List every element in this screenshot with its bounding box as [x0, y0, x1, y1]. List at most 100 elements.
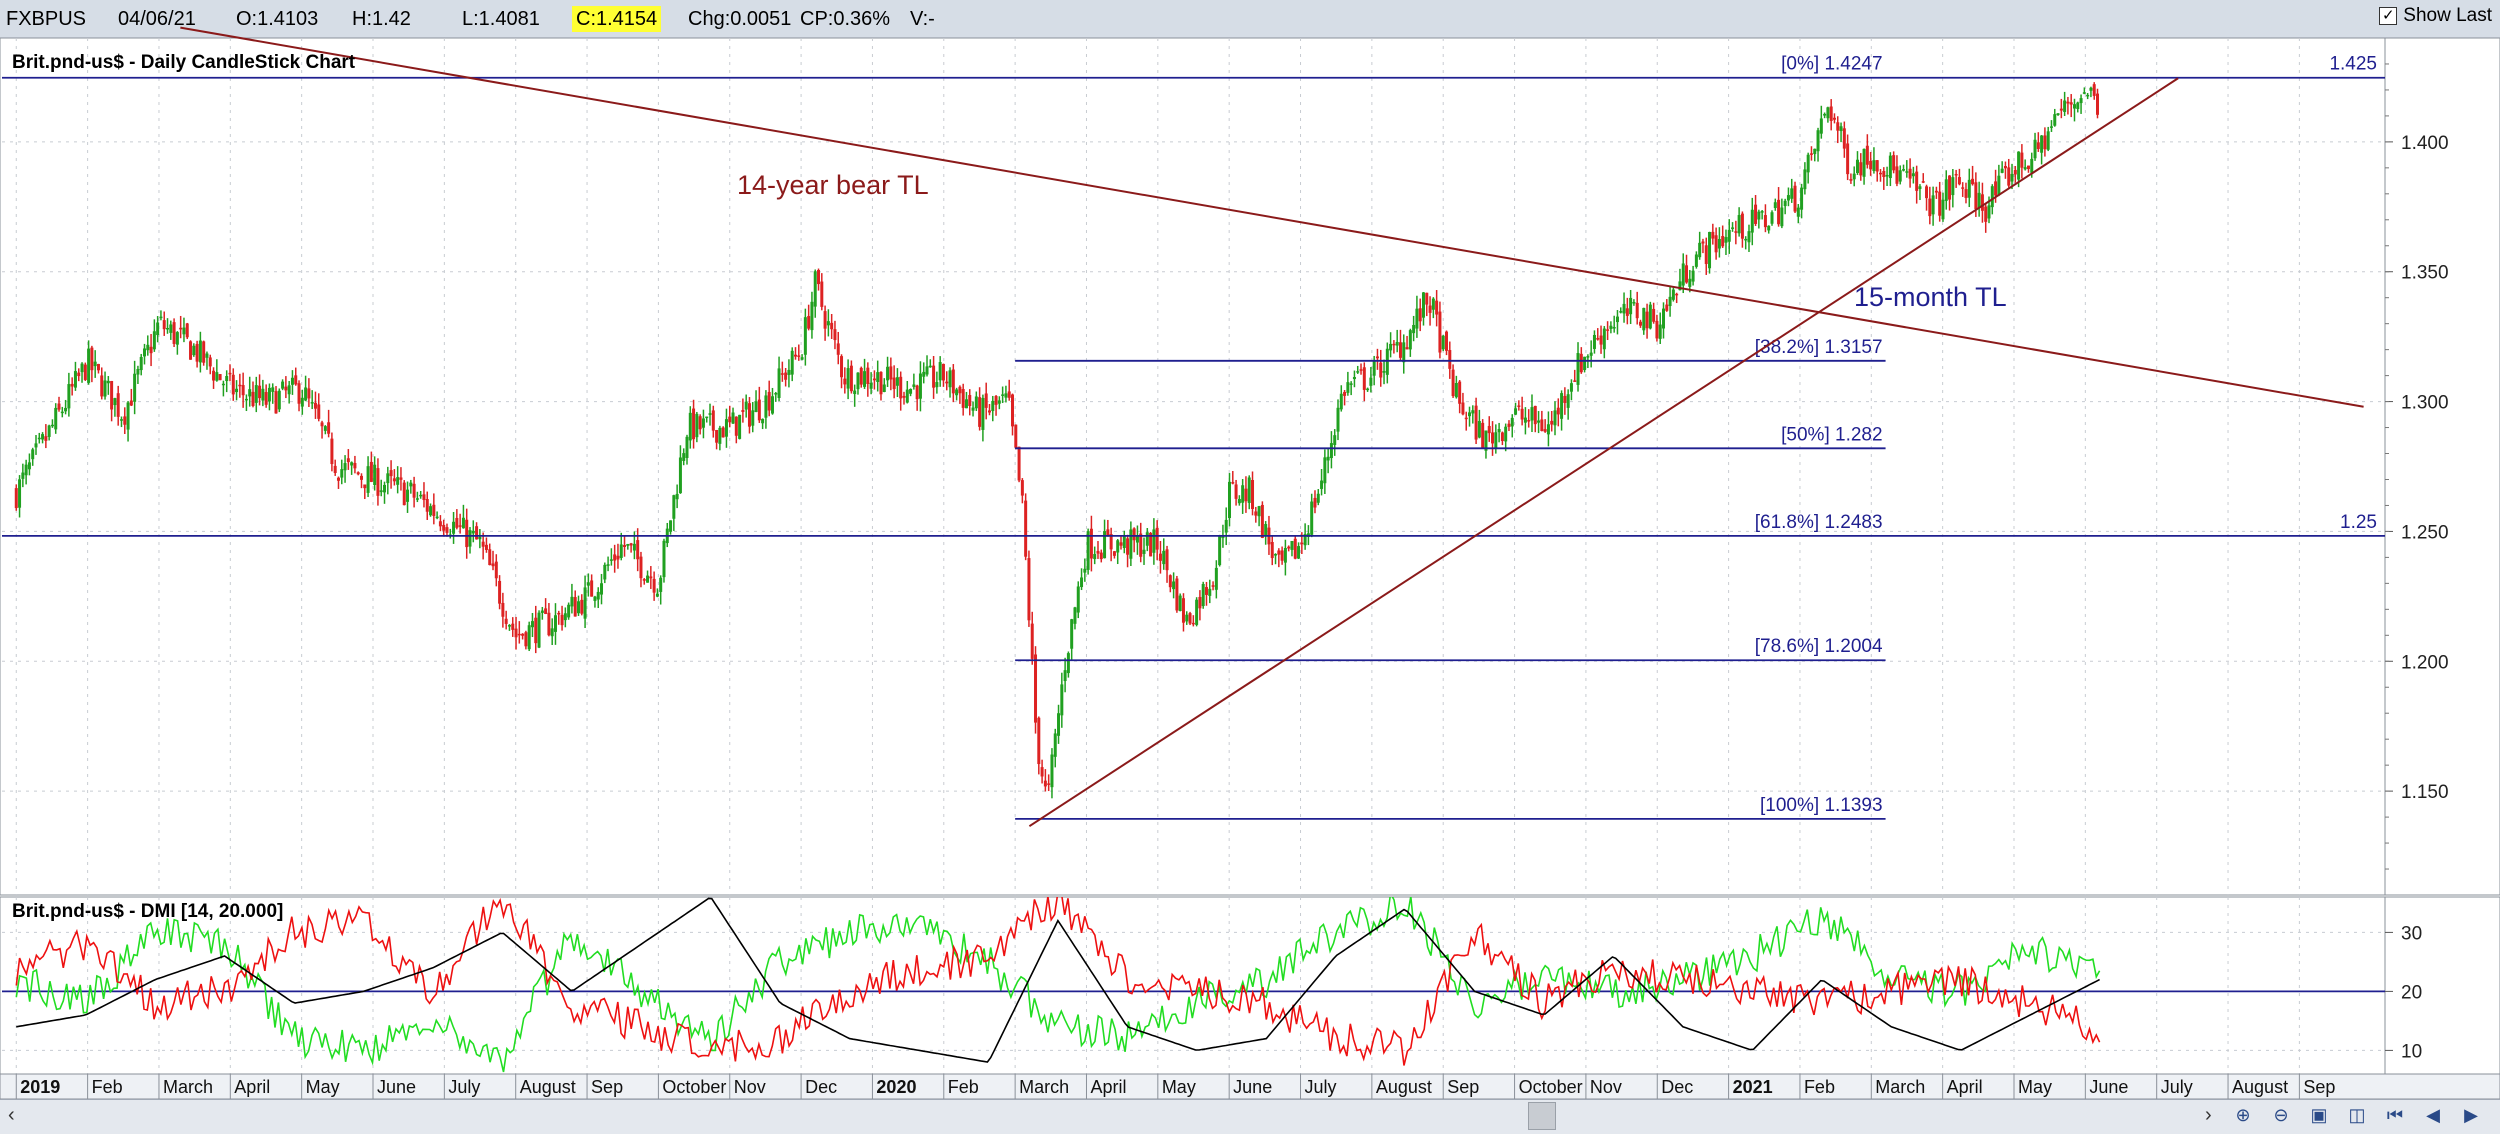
up-candle	[1385, 348, 1389, 375]
down-candle	[521, 633, 525, 636]
date-tick-label: Feb	[1804, 1077, 1835, 1097]
up-candle	[912, 384, 916, 387]
down-candle	[1563, 395, 1567, 403]
down-candle	[1596, 338, 1600, 340]
down-candle	[425, 499, 429, 512]
dmi-tick-label: 30	[2401, 923, 2422, 944]
up-candle	[1076, 586, 1080, 613]
down-candle	[1487, 425, 1491, 434]
up-candle	[688, 412, 692, 441]
price-tick-label: 1.150	[2401, 782, 2449, 803]
down-candle	[297, 383, 301, 404]
up-candle	[1066, 653, 1070, 674]
zoom-in-icon[interactable]: ⊕	[2235, 1105, 2251, 1125]
down-candle	[458, 525, 462, 527]
down-candle	[1277, 550, 1281, 555]
up-candle	[754, 401, 758, 413]
up-candle	[1826, 107, 1830, 119]
go-first-icon[interactable]: ⏮	[2386, 1105, 2404, 1125]
down-candle	[189, 341, 193, 360]
up-candle	[1468, 412, 1472, 417]
show-last-toggle[interactable]: ✓ Show Last	[2379, 5, 2492, 27]
down-candle	[1451, 369, 1455, 397]
down-candle	[1024, 500, 1028, 557]
up-candle	[1951, 177, 1955, 196]
up-candle	[1750, 209, 1754, 233]
down-candle	[820, 281, 824, 307]
up-candle	[192, 345, 196, 356]
scroll-right-icon[interactable]: ›	[2205, 1104, 2212, 1126]
down-candle	[1362, 367, 1366, 390]
fib-level-label: [100%] 1.1393	[1760, 795, 1883, 816]
down-candle	[623, 545, 627, 547]
down-candle	[573, 597, 577, 617]
down-candle	[455, 517, 459, 528]
down-candle	[2036, 142, 2040, 149]
down-candle	[721, 427, 725, 438]
step-forward-icon[interactable]: ▶	[2464, 1105, 2478, 1125]
up-candle	[166, 327, 170, 330]
down-candle	[1540, 419, 1544, 431]
checkbox-icon[interactable]: ✓	[2379, 7, 2398, 25]
down-candle	[1398, 342, 1402, 358]
chart-canvas[interactable]: 1.150 1.200 1.250 1.300 1.350 1.400 [0%] 1.424…	[0, 0, 2500, 1099]
up-candle	[672, 495, 676, 519]
down-candle	[363, 484, 367, 489]
down-candle	[1832, 117, 1836, 120]
down-candle	[1527, 420, 1531, 422]
down-candle	[833, 329, 837, 341]
down-candle	[879, 371, 883, 395]
up-candle	[1583, 356, 1587, 371]
up-candle	[267, 387, 271, 402]
up-candle	[882, 384, 886, 393]
down-candle	[1869, 160, 1873, 170]
date-tick-label: Sep	[1447, 1077, 1479, 1097]
down-candle	[445, 527, 449, 533]
up-candle	[175, 332, 179, 345]
up-candle	[1162, 550, 1166, 565]
up-candle	[606, 564, 610, 566]
volume-label: V:-	[910, 8, 935, 30]
up-candle	[1615, 316, 1619, 323]
up-candle	[777, 368, 781, 398]
down-candle	[941, 363, 945, 381]
up-candle	[1918, 186, 1922, 190]
up-candle	[1274, 554, 1278, 556]
down-candle	[123, 416, 127, 425]
up-candle	[1290, 540, 1294, 550]
down-candle	[1846, 143, 1850, 175]
down-candle	[1280, 550, 1284, 561]
down-candle	[1343, 391, 1347, 396]
up-candle	[731, 412, 735, 424]
up-candle	[1221, 536, 1225, 539]
down-candle	[1047, 783, 1051, 785]
up-candle	[47, 425, 51, 437]
up-candle	[774, 393, 778, 395]
scroll-left-icon[interactable]: ‹	[8, 1104, 15, 1126]
up-candle	[1395, 341, 1399, 346]
step-back-icon[interactable]: ◀	[2426, 1105, 2440, 1125]
down-candle	[212, 370, 216, 381]
down-candle	[392, 478, 396, 482]
scrollbar[interactable]	[0, 1099, 2500, 1134]
scroll-thumb[interactable]	[1528, 1102, 1556, 1130]
chart-settings-icon[interactable]: ▣	[2310, 1105, 2328, 1125]
up-candle	[277, 390, 281, 410]
down-candle	[129, 400, 133, 406]
down-candle	[44, 436, 48, 441]
up-candle	[810, 301, 814, 331]
zoom-out-icon[interactable]: ⊖	[2273, 1105, 2289, 1125]
down-candle	[1754, 204, 1758, 224]
up-candle	[2089, 87, 2093, 91]
up-candle	[1757, 211, 1761, 220]
up-candle	[1329, 443, 1333, 459]
split-view-icon[interactable]: ◫	[2348, 1105, 2366, 1125]
up-candle	[1744, 238, 1748, 241]
down-candle	[1948, 175, 1952, 200]
up-candle	[1888, 155, 1892, 179]
up-candle	[1402, 342, 1406, 363]
up-candle	[2063, 100, 2067, 112]
up-candle	[54, 407, 58, 430]
fib-level-label: [78.6%] 1.2004	[1755, 636, 1883, 657]
down-candle	[560, 614, 564, 626]
